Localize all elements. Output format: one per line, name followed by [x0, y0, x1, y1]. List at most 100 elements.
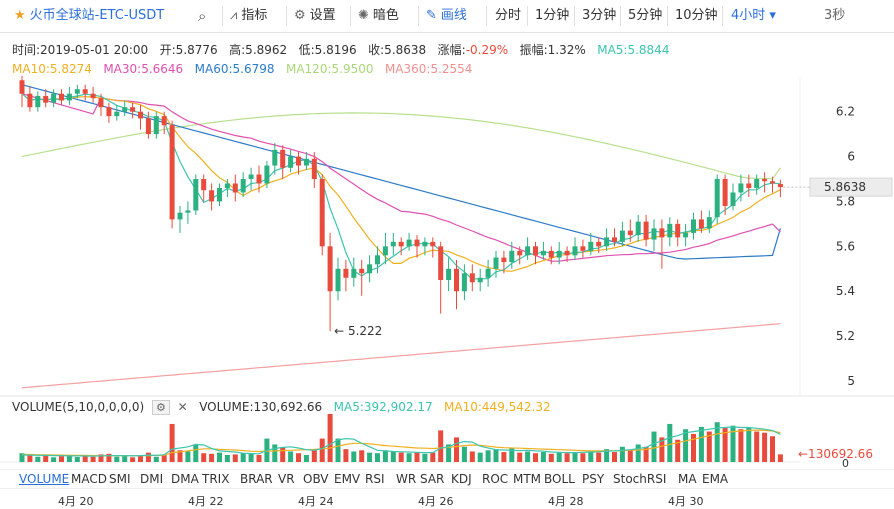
candle-body [596, 241, 602, 247]
candle-body [201, 179, 207, 191]
indicator-tab-wr[interactable]: WR [396, 472, 417, 486]
candle-body [256, 174, 262, 184]
volume-bar [414, 452, 420, 462]
separator [574, 6, 575, 26]
draw-button[interactable]: ✎ 画线 [426, 0, 467, 32]
indicator-tab-smi[interactable]: SMI [109, 472, 131, 486]
candle-body [706, 217, 712, 229]
indicator-tab-macd[interactable]: MACD [71, 472, 107, 486]
separator [222, 6, 223, 26]
pencil-icon: ✎ [426, 8, 437, 23]
candle-body [296, 156, 301, 166]
volume-bar [659, 437, 665, 462]
timeframe-tab-active[interactable]: 4小时 ▾ [731, 8, 776, 23]
separator [286, 6, 287, 26]
volume-bar [122, 456, 128, 462]
candle-body [730, 192, 736, 206]
volume-bar [635, 444, 641, 462]
search-icon[interactable]: ⌕ [198, 7, 207, 25]
indicator-tab-rsi[interactable]: RSI [365, 472, 385, 486]
volume-bar [327, 414, 333, 462]
indicator-tab-mtm[interactable]: MTM [513, 472, 542, 486]
indicator-tab-kdj[interactable]: KDJ [451, 472, 472, 486]
candle-body [98, 98, 104, 108]
y-tick-label: 5.6 [836, 239, 855, 253]
volume-info: VOLUME(5,10,0,0,0,0) ⚙ ✕ VOLUME:130,692.… [12, 400, 551, 415]
theme-label: 暗色 [372, 8, 399, 23]
favorite-star-icon[interactable]: ★ [14, 8, 26, 23]
volume-bar [74, 457, 80, 462]
candle-body [232, 183, 238, 193]
volume-bar [390, 451, 396, 462]
indicator-tab-brar[interactable]: BRAR [240, 472, 273, 486]
y-tick-label: 6.2 [836, 105, 855, 119]
indicator-tab-ema[interactable]: EMA [702, 472, 729, 486]
volume-bar [232, 454, 238, 462]
indicator-tab-ma[interactable]: MA [678, 472, 697, 486]
timeframe-tab[interactable]: 1分钟 [535, 8, 570, 23]
candle-body [51, 93, 57, 103]
candle-body [82, 89, 88, 94]
indicator-tab-volume[interactable]: VOLUME [19, 472, 70, 486]
indicator-tab-obv[interactable]: OBV [303, 472, 329, 486]
timeframe-tab[interactable]: 3分钟 [582, 8, 617, 23]
sun-icon: ✺ [358, 8, 369, 23]
volume-ma5-line [21, 426, 781, 457]
candle-body [588, 241, 594, 251]
candle-body [327, 246, 333, 292]
ma360-value: MA360:5.2554 [384, 62, 473, 76]
volume-gear-icon[interactable]: ⚙ [151, 400, 170, 415]
indicator-button[interactable]: ⩘ 指标 [230, 0, 267, 32]
indicator-tab-vr[interactable]: VR [278, 472, 295, 486]
indicator-tab-psy[interactable]: PSY [582, 472, 605, 486]
volume-bar [35, 456, 41, 462]
indicator-tab-roc[interactable]: ROC [482, 472, 509, 486]
symbol-selector[interactable]: ★ 火币全球站-ETC-USDT [14, 0, 164, 32]
ma10-value: MA10:5.8274 [12, 62, 92, 76]
separator [418, 6, 419, 26]
volume-bar [477, 452, 483, 462]
candle-body [454, 268, 459, 292]
volume-bar [461, 446, 467, 462]
candle-body [501, 257, 507, 263]
candle-body [248, 174, 254, 180]
candle-body [106, 107, 112, 117]
low-price-annotation: ← 5.222 [334, 324, 382, 338]
volume-bar [675, 439, 681, 462]
indicator-tab-boll[interactable]: BOLL [544, 472, 575, 486]
candle-body [130, 107, 136, 112]
candle-body [74, 89, 80, 94]
volume-bar [382, 450, 388, 462]
candle-body [398, 241, 404, 247]
timeframe-tab[interactable]: 分时 [495, 8, 522, 23]
indicator-tab-sar[interactable]: SAR [420, 472, 445, 486]
volume-close-icon[interactable]: ✕ [177, 400, 188, 414]
indicator-tab-stochrsi[interactable]: StochRSI [613, 472, 667, 486]
volume-bar [509, 447, 515, 462]
candlestick-chart[interactable]: 6.2 6 5.8 5.6 5.4 5.2 5 ← 5.222 5.8638 ←130692.66… [0, 0, 894, 469]
candle-body [319, 179, 325, 247]
volume-bar [375, 453, 380, 462]
volume-bar [746, 428, 752, 462]
volume-bar [224, 454, 230, 462]
draw-label: 画线 [440, 8, 467, 23]
candle-body [493, 257, 499, 269]
date-axis: 4月 20 4月 22 4月 24 4月 26 4月 28 4月 30 [0, 488, 894, 508]
volume-bar [430, 452, 436, 462]
indicator-tab-dma[interactable]: DMA [171, 472, 199, 486]
timeframe-tab[interactable]: 10分钟 [675, 8, 718, 23]
indicator-tab-dmi[interactable]: DMI [140, 472, 164, 486]
candle-body [351, 268, 357, 278]
volume-bar [556, 452, 562, 462]
theme-button[interactable]: ✺ 暗色 [358, 0, 399, 32]
volume-bar [446, 444, 452, 462]
refresh-interval[interactable]: 3秒 [824, 8, 846, 23]
settings-button[interactable]: ⚙ 设置 [294, 0, 336, 32]
indicator-tab-emv[interactable]: EMV [334, 472, 361, 486]
indicator-tab-trix[interactable]: TRIX [202, 472, 230, 486]
volume-bar [351, 451, 357, 462]
volume-bar [59, 456, 64, 462]
timeframe-tab[interactable]: 5分钟 [628, 8, 663, 23]
candle-body [525, 246, 531, 256]
symbol-label: 火币全球站-ETC-USDT [29, 8, 165, 23]
